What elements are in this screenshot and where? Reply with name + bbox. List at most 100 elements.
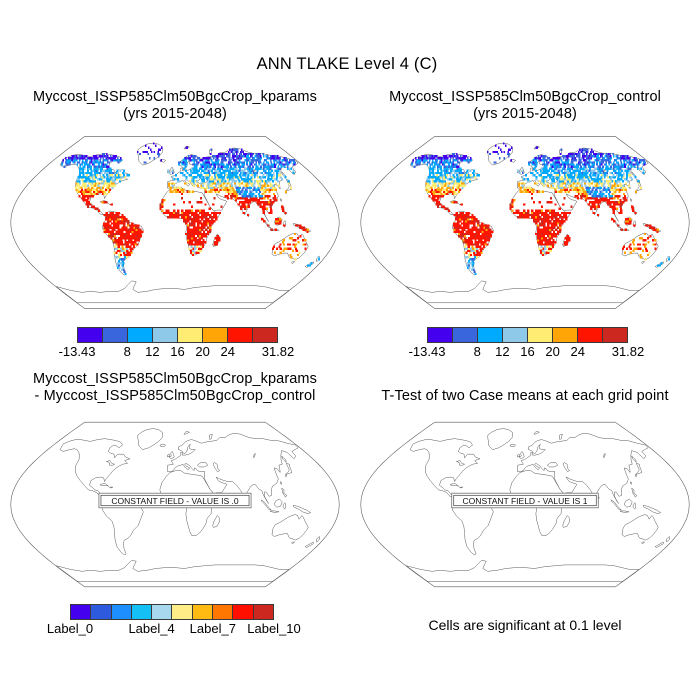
landmass-outline (167, 453, 171, 458)
colorbar-tick-label: 20 (545, 344, 560, 359)
landmass-outline (562, 515, 570, 528)
landmass-outline (621, 514, 659, 541)
landmass-outline (282, 502, 287, 510)
world-map-control (360, 136, 690, 309)
landmass-outline (56, 280, 290, 304)
landmass-outline (619, 510, 630, 513)
landmass-outline (99, 483, 109, 487)
landmass-outline (285, 463, 293, 478)
landmass-outline (292, 505, 311, 514)
landmass-outline (509, 443, 516, 448)
colorbar-tick-label: Label_10 (247, 621, 301, 636)
colorbar-box (130, 604, 153, 620)
landmass-outline (641, 541, 645, 545)
landmass-outline (137, 142, 163, 166)
map-boundary (360, 136, 690, 309)
landmass-outline (167, 432, 299, 504)
landmass-outline (109, 486, 114, 489)
landmass-outline (56, 560, 290, 582)
landmass-outline (487, 142, 513, 166)
colorbar-box (177, 327, 203, 343)
colorbar-tick-label: 24 (220, 344, 235, 359)
landmass-outline (260, 499, 272, 511)
colorbar-tick-label: 20 (195, 344, 210, 359)
colorbar-box (171, 604, 193, 620)
colorbar-box (552, 327, 578, 343)
lake-outline (546, 462, 559, 468)
panel-title-control: Myccost_ISSP585Clm50BgcCrop_control (yrs… (350, 89, 700, 123)
colorbar-tick-label: 31.82 (611, 344, 645, 359)
panel-title-line: - Myccost_ISSP585Clm50BgcCrop_control (34, 388, 316, 404)
landmass-outline (279, 198, 282, 202)
landmass-outline (281, 487, 288, 498)
landmass-outline (212, 515, 220, 528)
constant-field-annotation: CONSTANT FIELD - VALUE IS .0 (98, 492, 252, 509)
lake-outline (602, 452, 606, 459)
landmass-outline (59, 438, 131, 498)
colorbar-box (110, 604, 132, 620)
landmass-outline (623, 498, 633, 508)
landmass-outline (406, 280, 640, 304)
landmass-outline (635, 463, 643, 478)
landmass-outline (168, 451, 175, 460)
colorbar-tick-label: -13.43 (408, 344, 446, 359)
landmass-outline (304, 541, 314, 548)
colorbar-tick-label: 24 (570, 344, 585, 359)
colorbar-box (602, 327, 628, 343)
landmass-outline (406, 560, 640, 582)
significance-footnote: Cells are significant at 0.1 level (428, 617, 622, 633)
lake-outline (196, 462, 209, 468)
colorbar-box (212, 604, 234, 620)
panel-title-line: (yrs 2015-2048) (123, 106, 227, 122)
landmass-outline (631, 455, 637, 463)
landmass-outline (279, 481, 282, 485)
lake-outline (562, 462, 571, 472)
constant-field-text: CONSTANT FIELD - VALUE IS 1 (463, 496, 588, 506)
colorbar-box (102, 327, 128, 343)
colorbar-box (232, 604, 254, 620)
lake-outline (455, 460, 466, 466)
colorbar-box (252, 604, 274, 620)
world-map-ttest: CONSTANT FIELD - VALUE IS 1 (360, 421, 690, 588)
colorbar-box (191, 604, 214, 620)
landmass-outline (159, 443, 166, 448)
landmass-outline (642, 505, 661, 514)
landmass-outline (183, 431, 190, 435)
figure-title: ANN TLAKE Level 4 (C) (256, 55, 438, 73)
landmass-outline (533, 431, 540, 435)
panel-title-kparams: Myccost_ISSP585Clm50BgcCrop_kparams (yrs… (0, 89, 350, 123)
colorbar-temperature-kparams: -13.43 8 12 16 20 24 31.82 (59, 327, 294, 359)
colorbar-tick-label: Label_7 (189, 621, 236, 636)
colorbar-tick-label: Label_4 (128, 621, 175, 636)
map-boundary (360, 421, 690, 588)
colorbar-box (227, 327, 253, 343)
world-map-kparams (10, 136, 340, 309)
map-boundary (10, 136, 340, 309)
colorbar-box (577, 327, 603, 343)
landmass-outline (487, 428, 513, 450)
landmass-outline (291, 261, 295, 264)
landmass-outline (654, 541, 664, 548)
landmass-outline (632, 502, 637, 510)
panel-title-line: Myccost_ISSP585Clm50BgcCrop_kparams (33, 89, 317, 105)
colorbar-box (70, 604, 92, 620)
landmass-outline (291, 541, 295, 545)
colorbar-tick-label: 12 (495, 344, 510, 359)
colorbar-tick-label: 8 (123, 344, 131, 359)
lake-outline (252, 452, 256, 459)
landmass-outline (518, 451, 525, 460)
constant-field-text: CONSTANT FIELD - VALUE IS .0 (111, 496, 239, 506)
landmass-outline (316, 536, 320, 543)
landmass-outline (269, 510, 280, 513)
landmass-outline (610, 499, 622, 511)
landmass-outline (271, 514, 309, 541)
colorbar-box (90, 604, 112, 620)
landmass-outline (517, 453, 521, 458)
landmass-outline (273, 498, 283, 508)
landmass-outline (137, 428, 163, 450)
panel-title-line: Myccost_ISSP585Clm50BgcCrop_kparams (33, 371, 317, 387)
landmass-outline (666, 536, 670, 543)
colorbar-tick-label: Label_0 (46, 621, 94, 636)
landmass-outline (209, 433, 213, 440)
